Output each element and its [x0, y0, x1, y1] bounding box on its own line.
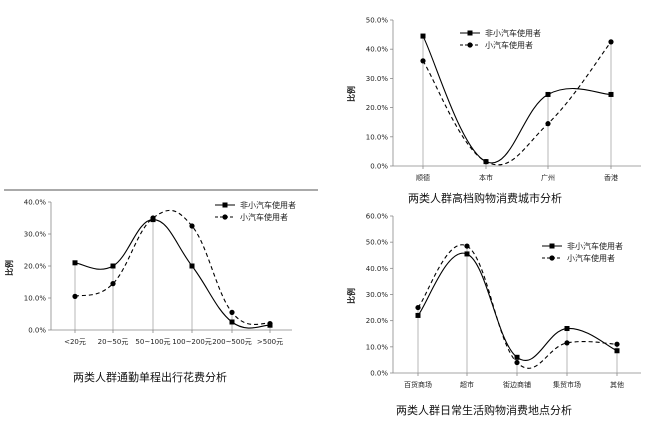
data-point-2 [608, 39, 614, 45]
series-line-2 [422, 41, 612, 166]
data-point-2 [267, 321, 273, 327]
x-tick-label: 200~500元 [212, 338, 252, 346]
data-point-1 [415, 312, 421, 318]
data-point-1 [229, 319, 235, 325]
legend-marker [467, 42, 473, 48]
series-line-2 [417, 244, 618, 369]
y-tick-label: 10.0% [366, 133, 389, 141]
data-point-2 [229, 309, 235, 315]
data-point-2 [483, 159, 489, 165]
y-axis-label: 比例 [346, 86, 356, 102]
chart-title: 两类人群高档购物消费城市分析 [408, 191, 562, 205]
series-line-1 [417, 252, 618, 361]
y-tick-label: 0.0% [370, 370, 388, 378]
legend-label: 小汽车使用者 [567, 253, 615, 263]
y-tick-label: 20.0% [366, 317, 389, 325]
data-point-2 [415, 304, 421, 311]
y-tick-label: 30.0% [366, 291, 389, 299]
data-point-2 [150, 215, 156, 221]
x-tick-label: >500元 [257, 338, 283, 346]
data-point-2 [420, 58, 426, 64]
data-point-1 [72, 260, 78, 266]
data-point-1 [608, 91, 614, 97]
legend-marker [467, 30, 473, 36]
chart-1: 0.0% 10.0% 20.0% 30.0% 40.0% 比例 <20元 20~50元 50~1… [4, 199, 296, 385]
data-point-2 [72, 293, 78, 299]
data-point-2 [614, 341, 620, 347]
y-tick-label: 20.0% [366, 104, 389, 112]
data-point-2 [464, 243, 470, 249]
series-line-1 [422, 35, 612, 164]
chart-title: 两类人群日常生活购物消费地点分析 [396, 403, 572, 417]
y-tick-label: 60.0% [366, 213, 389, 221]
legend-label: 小汽车使用者 [240, 212, 288, 222]
legend-marker [549, 255, 555, 261]
legend-marker [222, 202, 228, 208]
x-tick-label: 50~100元 [135, 338, 170, 346]
y-axis-label: 比例 [346, 288, 356, 304]
x-tick-label: 顺德 [416, 173, 430, 182]
x-tick-label: 广州 [541, 173, 555, 182]
legend-label: 小汽车使用者 [485, 40, 533, 50]
legend-label: 非小汽车使用者 [567, 241, 623, 251]
data-point-1 [614, 348, 620, 354]
chart-3: 0.0% 10.0% 20.0% 30.0% 40.0% 50.0% 60.0% 比例百货商场… [346, 213, 641, 417]
x-tick-label: 集贸市场 [553, 380, 581, 389]
data-point-1 [564, 326, 570, 332]
data-point-2 [545, 121, 551, 127]
y-tick-label: 10.0% [366, 343, 389, 351]
x-tick-label: 街边商铺 [503, 380, 531, 389]
y-tick-label: 0.0% [370, 163, 388, 171]
y-tick-label: 40.0% [366, 265, 389, 273]
data-point-1 [420, 33, 426, 39]
y-axis-label: 比例 [4, 260, 14, 276]
y-tick-label: 30.0% [24, 231, 47, 239]
legend-marker [549, 243, 555, 249]
data-point-2 [110, 281, 116, 287]
chart-title: 两类人群通勤单程出行花费分析 [73, 370, 227, 384]
x-tick-label: 香港 [604, 173, 618, 182]
data-point-1 [545, 91, 551, 97]
x-tick-label: <20元 [64, 338, 86, 346]
data-point-2 [514, 359, 520, 366]
data-point-1 [464, 251, 470, 257]
data-point-1 [110, 263, 116, 269]
series-line-1 [74, 219, 271, 329]
y-tick-label: 30.0% [366, 75, 389, 83]
legend-marker [222, 214, 228, 220]
x-tick-label: 20~50元 [98, 338, 129, 346]
data-point-2 [189, 223, 195, 229]
x-tick-label: 其他 [610, 380, 624, 389]
y-tick-label: 40.0% [366, 46, 389, 54]
y-tick-label: 50.0% [366, 239, 389, 247]
y-tick-label: 20.0% [24, 263, 47, 271]
data-point-1 [514, 354, 520, 360]
x-tick-label: 本市 [479, 173, 493, 182]
y-tick-label: 0.0% [28, 327, 46, 335]
y-tick-label: 10.0% [24, 295, 47, 303]
data-point-2 [564, 340, 570, 346]
y-tick-label: 50.0% [366, 17, 389, 25]
series-line-2 [74, 209, 271, 326]
x-tick-label: 100~200元 [172, 338, 212, 346]
data-point-1 [189, 263, 195, 269]
legend-label: 非小汽车使用者 [240, 200, 296, 210]
y-tick-label: 40.0% [24, 199, 47, 207]
x-tick-label: 百货商场 [404, 380, 432, 389]
x-tick-label: 超市 [460, 380, 474, 389]
legend-label: 非小汽车使用者 [485, 28, 541, 38]
